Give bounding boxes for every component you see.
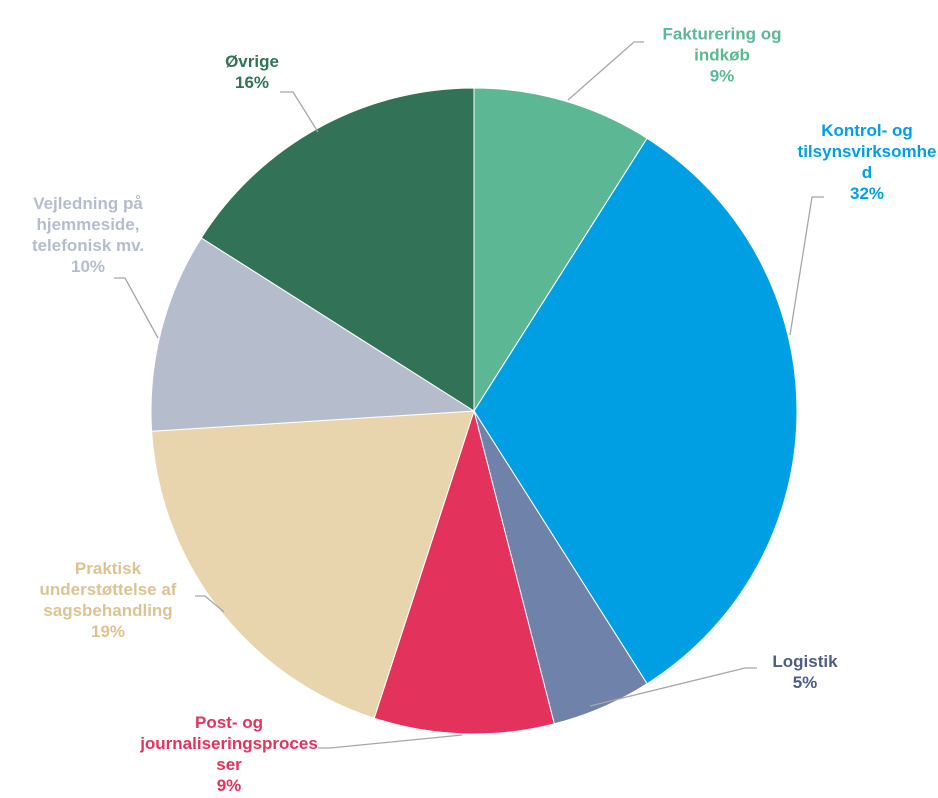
pie-slice <box>473 87 648 413</box>
slice-label: Kontrol- og tilsynsvirksomhed 32% <box>797 120 937 204</box>
pie-slice <box>473 137 798 685</box>
slice-label: Øvrige 16% <box>192 51 312 93</box>
pie-slice <box>373 409 555 735</box>
pie-slice <box>151 410 475 719</box>
slice-label: Praktisk understøttelse af sagsbehandlin… <box>23 558 193 642</box>
pie-slice <box>150 237 476 432</box>
value-label: 19% <box>90 622 126 641</box>
slice-label: Vejledning på hjemmeside, telefonisk mv.… <box>3 193 173 277</box>
value-label: 5% <box>792 673 818 692</box>
category-label: Praktisk understøttelse af sagsbehandlin… <box>39 559 177 620</box>
pie-slice <box>200 87 475 412</box>
leader-line <box>589 667 757 707</box>
leader-line <box>318 734 463 749</box>
value-label: 16% <box>234 73 270 92</box>
leader-line <box>195 595 225 613</box>
category-label: Logistik <box>772 652 838 671</box>
leader-line <box>567 41 644 101</box>
category-label: Post- og journaliseringsprocesser <box>140 713 318 774</box>
category-label: Kontrol- og tilsynsvirksomhed <box>797 121 937 182</box>
category-label: Øvrige <box>225 52 279 71</box>
leader-line <box>280 91 319 133</box>
value-label: 9% <box>709 66 735 86</box>
leader-line <box>789 196 824 336</box>
value-label: 9% <box>216 776 242 795</box>
value-label: 32% <box>849 184 885 203</box>
value-label: 10% <box>70 257 106 276</box>
slice-label: Fakturering og indkøb 9% <box>637 24 807 87</box>
slice-label: Logistik 5% <box>745 651 865 693</box>
leader-line <box>114 277 159 339</box>
slice-label: Post- og journaliseringsprocesser 9% <box>139 712 319 796</box>
category-label: Fakturering og indkøb <box>662 24 782 65</box>
category-label: Vejledning på hjemmeside, telefonisk mv. <box>31 194 145 255</box>
